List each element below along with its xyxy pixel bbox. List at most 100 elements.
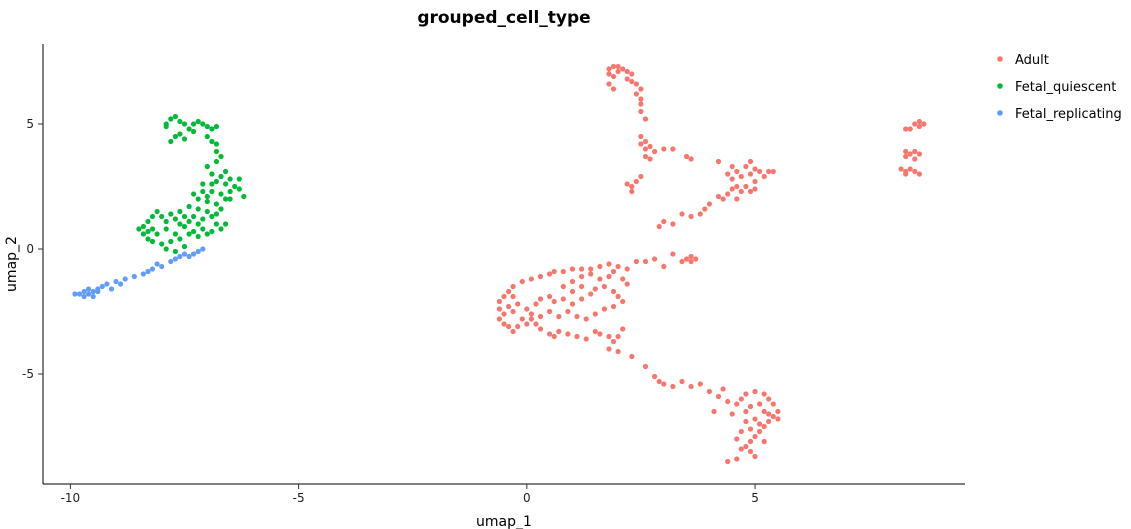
data-point-adult xyxy=(533,301,539,307)
data-point-fetal-quiescent xyxy=(213,201,219,207)
data-point-adult xyxy=(752,178,758,185)
data-point-fetal-quiescent xyxy=(195,196,201,202)
data-point-adult xyxy=(629,71,635,77)
data-point-adult xyxy=(606,346,612,352)
data-point-adult xyxy=(606,261,612,267)
data-point-adult xyxy=(506,323,512,330)
data-point-adult xyxy=(656,223,662,230)
data-point-adult xyxy=(743,408,749,415)
data-point-fetal-quiescent xyxy=(186,231,192,237)
legend-key xyxy=(997,83,1003,89)
data-point-adult xyxy=(615,263,621,270)
data-point-adult xyxy=(752,388,758,395)
y-axis-title: umap_2 xyxy=(4,236,20,292)
data-point-adult xyxy=(715,193,722,200)
data-point-fetal-quiescent xyxy=(227,196,233,202)
data-point-adult xyxy=(610,73,617,80)
data-point-adult xyxy=(501,293,507,300)
data-point-fetal-quiescent xyxy=(209,138,215,145)
data-point-adult xyxy=(574,333,580,340)
data-point-fetal-quiescent xyxy=(181,243,188,250)
data-point-adult xyxy=(706,201,713,207)
data-point-adult xyxy=(661,146,667,152)
data-point-adult xyxy=(569,288,576,295)
data-point-adult xyxy=(752,416,758,422)
data-point-adult xyxy=(775,416,781,422)
data-point-adult xyxy=(629,188,635,195)
data-point-adult xyxy=(606,81,612,87)
data-point-fetal-replicating xyxy=(72,291,78,297)
data-point-fetal-quiescent xyxy=(223,168,229,175)
data-point-fetal-quiescent xyxy=(186,218,192,225)
data-point-adult xyxy=(569,278,576,285)
x-tick-label: 5 xyxy=(751,491,759,505)
data-point-fetal-quiescent xyxy=(236,176,242,182)
data-point-adult xyxy=(620,298,626,305)
data-point-adult xyxy=(547,271,553,277)
data-point-fetal-quiescent xyxy=(236,186,242,192)
data-point-adult xyxy=(684,153,690,160)
data-point-adult xyxy=(734,168,740,175)
data-point-fetal-quiescent xyxy=(241,193,247,200)
data-point-fetal-quiescent xyxy=(172,248,178,255)
data-point-fetal-quiescent xyxy=(168,116,174,122)
data-point-adult xyxy=(537,313,544,320)
data-point-adult xyxy=(729,186,735,192)
data-point-fetal-quiescent xyxy=(177,236,183,242)
data-point-adult xyxy=(642,153,649,160)
data-point-adult xyxy=(912,156,918,162)
data-point-adult xyxy=(519,278,525,285)
data-point-adult xyxy=(747,426,754,432)
data-point-adult xyxy=(647,156,653,162)
data-point-adult xyxy=(588,266,594,272)
data-point-adult xyxy=(725,458,731,465)
data-point-adult xyxy=(510,293,516,300)
data-point-fetal-quiescent xyxy=(209,181,215,187)
data-point-fetal-quiescent xyxy=(213,178,219,185)
data-point-adult xyxy=(670,251,676,257)
x-tick-label: -5 xyxy=(293,491,305,505)
data-point-adult xyxy=(583,316,589,322)
data-point-adult xyxy=(661,218,667,225)
data-point-fetal-replicating xyxy=(122,276,128,282)
data-point-adult xyxy=(903,148,909,155)
data-point-adult xyxy=(638,101,644,107)
data-point-fetal-replicating xyxy=(76,291,83,297)
data-point-fetal-quiescent xyxy=(159,213,165,220)
data-point-adult xyxy=(547,331,553,337)
data-point-fetal-replicating xyxy=(81,288,87,295)
data-point-adult xyxy=(770,413,776,420)
data-point-adult xyxy=(688,213,694,220)
data-point-fetal-quiescent xyxy=(204,163,210,170)
data-point-fetal-quiescent xyxy=(177,131,183,137)
data-point-adult xyxy=(738,188,744,195)
data-point-fetal-quiescent xyxy=(195,206,201,212)
data-point-adult xyxy=(496,316,502,322)
points-layer xyxy=(72,63,927,465)
data-point-fetal-quiescent xyxy=(172,231,178,237)
data-point-fetal-quiescent xyxy=(213,158,219,165)
data-point-adult xyxy=(506,288,512,295)
x-axis-title: umap_1 xyxy=(476,514,532,529)
data-point-adult xyxy=(761,391,767,397)
data-point-adult xyxy=(496,306,502,312)
data-point-adult xyxy=(903,126,909,132)
data-point-adult xyxy=(766,168,772,175)
data-point-adult xyxy=(610,63,617,70)
data-point-adult xyxy=(565,308,571,315)
data-point-adult xyxy=(642,138,649,145)
data-point-fetal-quiescent xyxy=(140,223,146,230)
data-point-fetal-quiescent xyxy=(218,173,224,180)
data-point-adult xyxy=(624,68,630,75)
data-point-adult xyxy=(624,181,630,187)
data-point-adult xyxy=(638,133,644,140)
data-point-adult xyxy=(720,196,726,202)
data-point-adult xyxy=(519,316,525,322)
data-point-adult xyxy=(620,276,626,282)
data-point-fetal-replicating xyxy=(86,291,92,297)
data-point-adult xyxy=(610,86,617,92)
data-point-fetal-quiescent xyxy=(136,226,142,232)
data-point-adult xyxy=(738,446,744,452)
data-point-fetal-replicating xyxy=(191,251,197,257)
data-point-adult xyxy=(556,328,562,335)
